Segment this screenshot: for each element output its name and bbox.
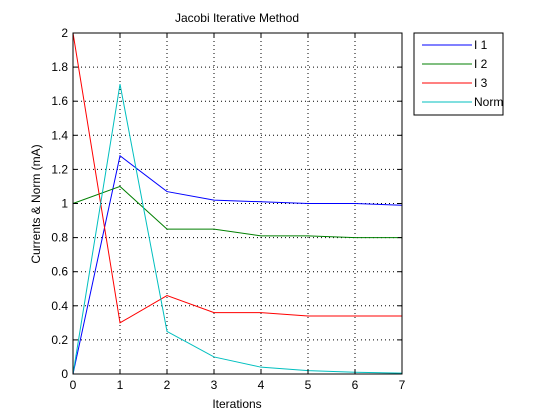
legend-label: I 1 (474, 38, 488, 52)
plot-area: 0 1 2 3 4 5 6 7 0 0.2 0.4 0.6 0.8 1 1.2 1.4 1.6 1.8 2 (51, 26, 405, 392)
y-tick-label: 0.2 (51, 333, 68, 347)
x-tick-label: 3 (211, 378, 218, 392)
series-line-i1 (72, 154, 403, 375)
legend-entry: I 2 (422, 57, 488, 71)
legend-box (413, 32, 504, 116)
x-tick-label: 5 (305, 378, 312, 392)
y-tick-label: 2 (61, 26, 68, 40)
chart-title: Jacobi Iterative Method (175, 11, 299, 25)
y-tick-label: 1.8 (51, 60, 68, 74)
x-tick-label: 2 (164, 378, 171, 392)
x-tick-label: 7 (399, 378, 406, 392)
y-tick-label: 1.6 (51, 94, 68, 108)
series-line-i2 (72, 185, 402, 239)
y-tick-label: 0.8 (51, 231, 68, 245)
legend-entry: I 1 (422, 38, 488, 52)
legend-label: I 3 (474, 76, 488, 90)
legend-entry: I 3 (422, 76, 488, 90)
y-tick-label: 1.2 (51, 162, 68, 176)
legend: I 1 I 2 I 3 Norm (413, 32, 504, 116)
legend-label: I 2 (474, 57, 488, 71)
series-line-norm (72, 84, 403, 375)
y-tick-label: 1 (61, 197, 68, 211)
x-tick-label: 1 (117, 378, 124, 392)
legend-entry: Norm (422, 95, 503, 109)
y-axis-label: Currents & Norm (mA) (29, 144, 43, 263)
x-tick-label: 6 (352, 378, 359, 392)
x-axis-label: Iterations (212, 397, 261, 411)
legend-label: Norm (474, 95, 503, 109)
y-tick-label: 0 (61, 367, 68, 381)
y-tick-label: 0.4 (51, 299, 68, 313)
x-tick-label: 0 (70, 378, 77, 392)
y-tick-label: 1.4 (51, 128, 68, 142)
series-line-i3 (72, 32, 402, 324)
y-tick-label: 0.6 (51, 265, 68, 279)
x-tick-label: 4 (258, 378, 265, 392)
